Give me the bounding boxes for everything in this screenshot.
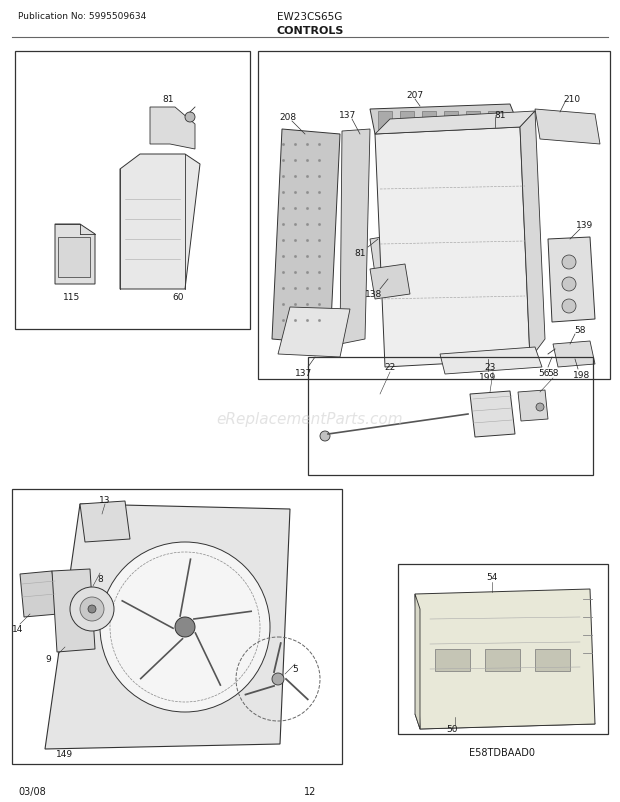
Polygon shape [370,265,410,300]
Text: 115: 115 [63,294,81,302]
Text: 5: 5 [292,665,298,674]
Bar [466,111,480,130]
Bar [398,565,608,734]
Polygon shape [520,111,545,359]
Circle shape [562,256,576,269]
Bar [378,111,392,130]
Bar [485,649,520,671]
Bar [12,489,342,764]
Bar [400,111,414,130]
Text: 149: 149 [56,750,74,759]
Text: 207: 207 [407,91,423,100]
Circle shape [272,673,284,685]
Polygon shape [470,391,515,437]
Polygon shape [150,107,195,150]
Text: E58TDBAAD0: E58TDBAAD0 [469,747,535,757]
Bar [435,649,470,671]
Text: 81: 81 [354,248,366,257]
Text: 50: 50 [446,724,458,734]
Text: Publication No: 5995509634: Publication No: 5995509634 [18,12,146,21]
Text: 137: 137 [295,369,312,378]
Polygon shape [440,347,542,375]
Circle shape [320,431,330,441]
Polygon shape [375,111,535,135]
Polygon shape [535,110,600,145]
Text: 137: 137 [339,111,356,120]
Text: EW23CS65G: EW23CS65G [277,12,343,22]
Text: 138: 138 [365,290,383,299]
Bar [58,237,90,277]
Polygon shape [370,105,520,135]
Circle shape [562,300,576,314]
Text: 9: 9 [45,654,51,664]
Polygon shape [278,308,350,358]
Text: 199: 199 [479,373,497,382]
Text: 81: 81 [162,95,174,104]
Polygon shape [120,155,200,290]
Text: eReplacementParts.com: eReplacementParts.com [216,412,404,427]
Polygon shape [340,130,370,345]
Circle shape [80,597,104,622]
Polygon shape [518,391,548,422]
Bar [444,111,458,130]
Polygon shape [553,342,595,367]
Text: 139: 139 [577,221,593,230]
Text: 210: 210 [564,95,580,103]
Polygon shape [415,589,595,729]
Polygon shape [80,501,130,542]
Text: 14: 14 [12,625,24,634]
Text: 54: 54 [486,573,498,581]
Polygon shape [370,235,405,274]
Text: 23: 23 [484,363,495,372]
Text: 58: 58 [547,369,559,378]
Text: 208: 208 [280,113,296,123]
Circle shape [536,403,544,411]
Polygon shape [415,709,595,729]
Text: 03/08: 03/08 [18,786,46,796]
Text: CONTROLS: CONTROLS [277,26,343,36]
Text: 12: 12 [304,786,316,796]
Polygon shape [52,569,95,652]
Text: 13: 13 [99,496,111,505]
Circle shape [175,618,195,638]
Polygon shape [272,130,340,345]
Text: 81: 81 [494,111,506,119]
Polygon shape [548,237,595,322]
Circle shape [562,277,576,292]
Text: 60: 60 [172,294,184,302]
Bar [422,111,436,130]
Text: 56: 56 [538,369,550,378]
Circle shape [88,606,96,614]
Bar [488,111,502,130]
Circle shape [185,113,195,123]
Bar [258,52,610,379]
Bar [308,358,593,476]
Text: 198: 198 [574,371,591,380]
Text: 22: 22 [384,363,396,372]
Polygon shape [375,128,530,367]
Circle shape [70,587,114,631]
Text: 8: 8 [97,575,103,584]
Polygon shape [45,504,290,749]
Polygon shape [415,594,420,729]
Polygon shape [55,225,95,285]
Bar [15,52,250,330]
Circle shape [100,542,270,712]
Bar [535,649,570,671]
Polygon shape [20,571,58,618]
Text: 58: 58 [574,326,586,335]
